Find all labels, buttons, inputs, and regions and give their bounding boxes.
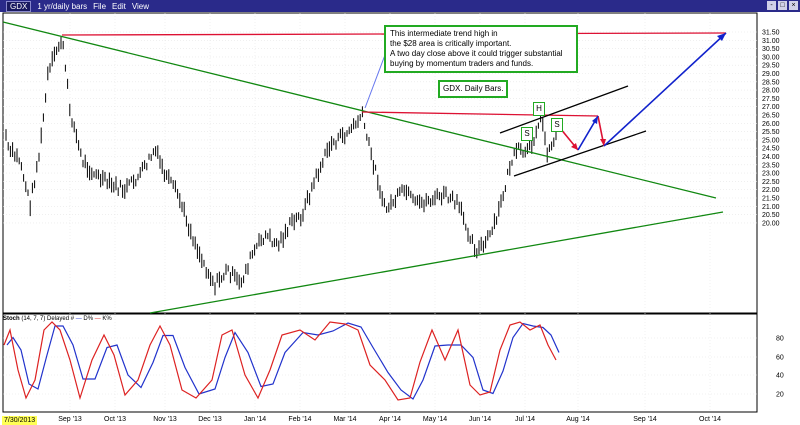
annotation-pointer [364,54,386,109]
stoch-panel [2,313,758,413]
price-tick-label: 23.00 [762,171,780,178]
stoch-tick-label: 60 [776,355,784,362]
date-tick-label: Nov '13 [153,416,177,423]
stoch-k-line [3,321,557,401]
stoch-tick-label: 80 [776,336,784,343]
annotation-text: This intermediate trend high in the $28 … [390,29,563,68]
menu-edit[interactable]: Edit [112,1,126,11]
price-tick-label: 26.50 [762,113,780,120]
price-tick-label: 25.00 [762,137,780,144]
chart-title: GDX. Daily Bars. [443,84,504,93]
date-gridlines [69,13,711,412]
close-icon[interactable]: × [789,1,798,10]
hs-right-shoulder: S [551,118,563,132]
blue-arrow-2 [603,32,727,147]
stoch-lines [3,321,560,401]
stoch-d-label: D% [83,316,94,322]
stoch-name: Stoch [3,316,20,322]
blue-arrowhead-2 [717,33,726,41]
stoch-k-label: K% [102,316,112,322]
hs-head: H [533,102,545,116]
price-tick-label: 21.00 [762,204,780,211]
chart-title-box: GDX. Daily Bars. [438,80,509,98]
date-tick-label: Apr '14 [379,416,401,423]
maximize-icon[interactable]: □ [778,1,787,10]
downtrend-line [2,21,717,199]
date-tick-label: Jan '14 [244,416,266,423]
uptrend-line [149,211,724,314]
price-tick-label: 20.00 [762,220,780,227]
stoch-tick-label: 40 [776,373,784,380]
annotation-main: This intermediate trend high in the $28 … [384,25,578,73]
date-tick-label: Jun '14 [469,416,491,423]
stoch-tick-label: 20 [776,392,784,399]
price-tick-label: 27.50 [762,96,780,103]
title-bar: GDX 1 yr/daily bars File Edit View - □ × [0,0,800,12]
price-tick-label: 22.50 [762,179,780,186]
red-arrowhead-2 [600,139,606,146]
price-tick-label: 24.50 [762,146,780,153]
price-tick-label: 24.00 [762,154,780,161]
price-tick-label: 29.00 [762,71,780,78]
date-tick-label: Feb '14 [288,416,311,423]
stoch-k-legend-icon: — [94,316,101,322]
date-tick-label: Sep '14 [633,416,657,423]
price-tick-label: 28.50 [762,79,780,86]
price-bars [5,36,557,296]
start-date-label: 7/30/2013 [2,416,38,425]
price-tick-label: 23.50 [762,162,780,169]
minimize-icon[interactable]: - [767,1,776,10]
date-tick-label: Oct '14 [699,416,721,423]
price-tick-label: 21.50 [762,196,780,203]
menu-file[interactable]: File [93,1,107,11]
price-panel [2,12,758,314]
date-tick-label: May '14 [423,416,447,423]
date-tick-label: Jul '14 [515,416,535,423]
price-tick-label: 27.00 [762,104,780,111]
date-axis-labels: Sep '13 Oct '13 Nov '13 Dec '13 Jan '14 Feb '… [58,416,721,423]
price-tick-label: 25.50 [762,129,780,136]
price-tick-label: 22.00 [762,187,780,194]
stoch-d-line [6,322,560,400]
channel-lower [513,130,647,177]
price-tick-label: 29.50 [762,63,780,70]
stoch-d-legend-icon: — [75,316,82,322]
price-tick-label: 28.00 [762,88,780,95]
price-tick-label: 31.50 [762,30,780,37]
date-tick-label: Oct '13 [104,416,126,423]
symbol-box[interactable]: GDX [6,0,32,12]
blue-arrowhead-1 [592,116,598,124]
right-axis [758,13,800,412]
menu-view[interactable]: View [131,1,150,11]
price-tick-label: 20.50 [762,212,780,219]
channel-upper [499,85,629,134]
hs-left-shoulder: S [521,127,533,141]
stoch-header: Stoch (14, 7, 7) Delayed # — D% — K% [3,316,112,322]
price-tick-label: 30.50 [762,46,780,53]
date-tick-label: Dec '13 [198,416,222,423]
date-tick-label: Mar '14 [333,416,356,423]
stoch-axis-labels: 80 60 40 20 [776,336,784,399]
resistance-line-28 [361,111,599,117]
price-tick-label: 31.00 [762,38,780,45]
date-tick-label: Aug '14 [566,416,590,423]
period-selector[interactable]: 1 yr/daily bars [37,1,88,11]
stoch-params: (14, 7, 7) Delayed # [21,316,75,322]
price-tick-label: 30.00 [762,54,780,61]
red-arrowhead-1 [571,143,578,150]
date-tick-label: Sep '13 [58,416,82,423]
price-tick-label: 26.00 [762,121,780,128]
